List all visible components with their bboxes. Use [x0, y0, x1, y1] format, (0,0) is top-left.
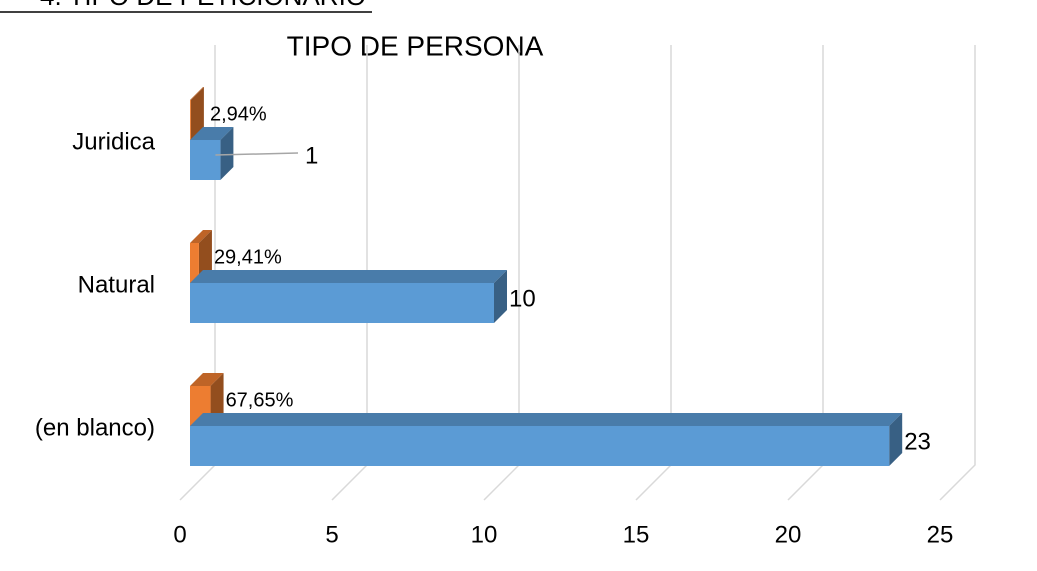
x-tick-label: 10 — [471, 521, 498, 548]
x-tick-label: 0 — [173, 521, 186, 548]
bar-share — [190, 243, 199, 283]
bar-share-side — [210, 373, 224, 426]
y-tick-label: Natural — [78, 271, 155, 298]
y-tick-label: (en blanco) — [35, 414, 155, 441]
bar-count — [190, 283, 494, 323]
y-tick-label: Juridica — [72, 128, 155, 155]
bar-count-top — [190, 270, 507, 283]
x-tick-label: 5 — [325, 521, 338, 548]
bar-count-side — [494, 270, 507, 323]
x-tick-label: 15 — [623, 521, 650, 548]
x-tick-label: 20 — [775, 521, 802, 548]
bar-share — [190, 100, 191, 140]
bar-share-side — [198, 230, 212, 283]
count-label: 10 — [509, 285, 536, 312]
bar-share-side — [190, 87, 204, 140]
heading: 4. TIPO DE PETICIONARIO — [40, 0, 366, 11]
count-label: 1 — [305, 142, 318, 169]
chart-title: TIPO DE PERSONA — [287, 30, 544, 61]
bar-count-top — [190, 413, 903, 426]
bar-share-top — [190, 230, 212, 243]
bar-count-top — [190, 127, 234, 140]
bar-count — [190, 426, 890, 466]
count-label: 23 — [904, 428, 931, 455]
bar-count-side — [220, 127, 234, 180]
bar-share-top — [190, 373, 224, 386]
bar-count — [190, 140, 221, 180]
share-label: 29,41% — [214, 246, 282, 268]
grid-line — [939, 45, 976, 501]
x-tick-label: 25 — [927, 521, 954, 548]
share-label: 2,94% — [210, 103, 267, 125]
bar-share-top — [190, 87, 204, 100]
share-label: 67,65% — [226, 389, 294, 411]
leader-line — [215, 152, 299, 156]
bar-count-side — [889, 413, 903, 466]
